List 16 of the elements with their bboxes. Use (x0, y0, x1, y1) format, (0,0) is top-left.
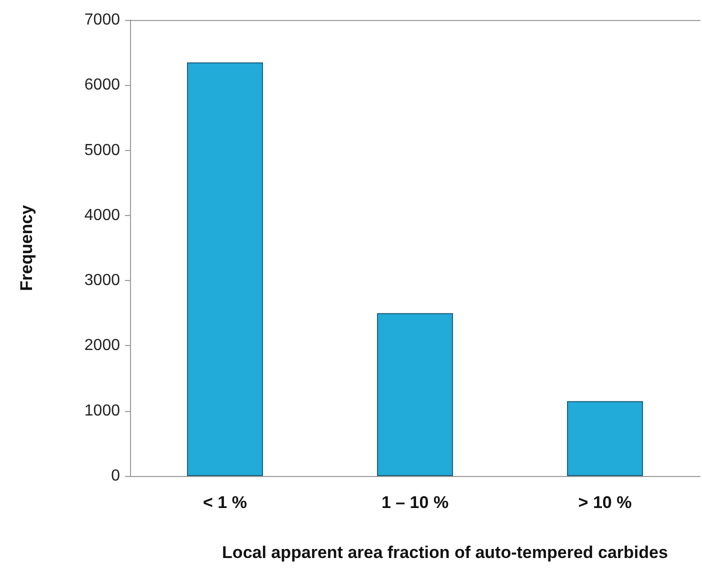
y-axis-title: Frequency (17, 204, 36, 291)
y-tick-label: 1000 (84, 402, 120, 420)
bar (377, 313, 453, 476)
y-tick-label: 0 (111, 468, 120, 484)
x-axis-title: Local apparent area fraction of auto-tempered carbides (222, 543, 668, 562)
x-tick-label: < 1 % (203, 493, 247, 512)
x-tick-label: 1 – 10 % (381, 493, 449, 512)
bar (187, 62, 263, 476)
y-tick-label: 2000 (84, 337, 120, 354)
bar (567, 401, 643, 476)
y-tick-label: 7000 (84, 12, 120, 28)
y-tick-label: 4000 (84, 206, 120, 224)
y-tick-label: 5000 (84, 142, 120, 159)
y-tick-label: 3000 (84, 272, 120, 290)
y-tick-label: 6000 (84, 76, 120, 94)
x-tick-label: > 10 % (578, 493, 632, 512)
